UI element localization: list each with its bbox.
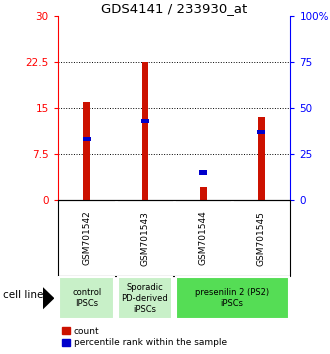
Bar	[83, 137, 91, 141]
Polygon shape	[43, 287, 54, 309]
Bar	[199, 170, 207, 175]
Text: Sporadic
PD-derived
iPSCs: Sporadic PD-derived iPSCs	[122, 282, 168, 314]
Legend: count, percentile rank within the sample: count, percentile rank within the sample	[62, 327, 227, 347]
Text: GSM701542: GSM701542	[82, 211, 91, 266]
Bar	[257, 130, 265, 134]
Text: GSM701544: GSM701544	[199, 211, 208, 266]
Bar	[142, 62, 148, 200]
FancyBboxPatch shape	[59, 278, 114, 319]
Text: GSM701545: GSM701545	[257, 211, 266, 266]
Title: GDS4141 / 233930_at: GDS4141 / 233930_at	[101, 2, 247, 15]
Bar	[258, 117, 265, 200]
Text: GSM701543: GSM701543	[141, 211, 149, 266]
FancyBboxPatch shape	[176, 278, 289, 319]
Bar	[83, 102, 90, 200]
Text: presenilin 2 (PS2)
iPSCs: presenilin 2 (PS2) iPSCs	[195, 288, 269, 308]
Text: control
IPSCs: control IPSCs	[72, 288, 101, 308]
Bar	[200, 187, 207, 200]
Bar	[141, 119, 149, 123]
FancyBboxPatch shape	[118, 278, 172, 319]
Text: cell line: cell line	[3, 290, 44, 300]
